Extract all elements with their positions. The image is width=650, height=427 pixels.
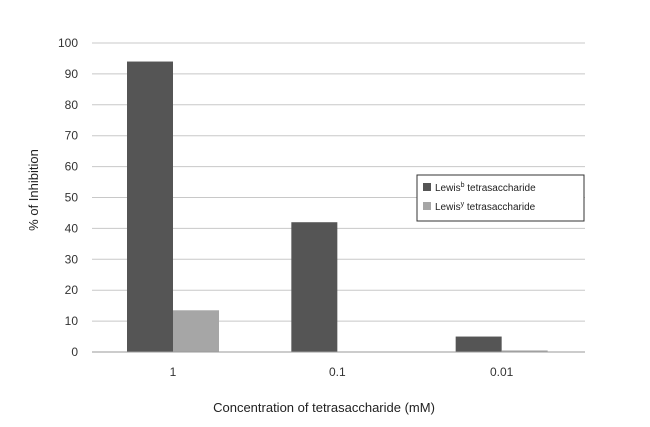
y-tick-label: 100	[58, 36, 78, 50]
bar	[291, 222, 338, 352]
y-tick-label: 0	[71, 345, 78, 359]
y-tick-label: 10	[65, 314, 79, 328]
legend-label: Lewisy tetrasaccharide	[435, 201, 536, 213]
y-tick-label: 30	[65, 252, 79, 266]
x-axis-ticks: 1 0.1 0.01	[170, 365, 514, 379]
legend-label: Lewisb tetrasaccharide	[435, 182, 536, 194]
x-axis-label: Concentration of tetrasaccharide (mM)	[213, 400, 435, 415]
bar	[173, 310, 219, 352]
y-axis-ticks: 0 10 20 30 40 50 60 70 80 90 100	[58, 36, 78, 359]
legend-swatch	[423, 183, 431, 191]
gridlines	[92, 42, 585, 322]
y-tick-label: 80	[65, 98, 79, 112]
bar	[501, 350, 548, 352]
bars	[127, 61, 548, 352]
y-tick-label: 90	[65, 67, 79, 81]
y-tick-label: 70	[65, 129, 79, 143]
y-tick-label: 60	[65, 160, 79, 174]
legend-box	[416, 174, 585, 222]
y-tick-label: 50	[65, 191, 79, 205]
x-tick-label: 0.01	[490, 365, 514, 379]
legend-swatch	[423, 202, 431, 210]
bar	[127, 61, 173, 352]
y-tick-label: 20	[65, 283, 79, 297]
x-tick-label: 1	[170, 365, 177, 379]
y-axis-label: % of Inhibition	[26, 149, 41, 231]
x-tick-label: 0.1	[329, 365, 346, 379]
bar	[455, 336, 502, 352]
legend: Lewisb tetrasaccharide Lewisy tetrasaccha…	[416, 174, 585, 222]
y-tick-label: 40	[65, 221, 79, 235]
